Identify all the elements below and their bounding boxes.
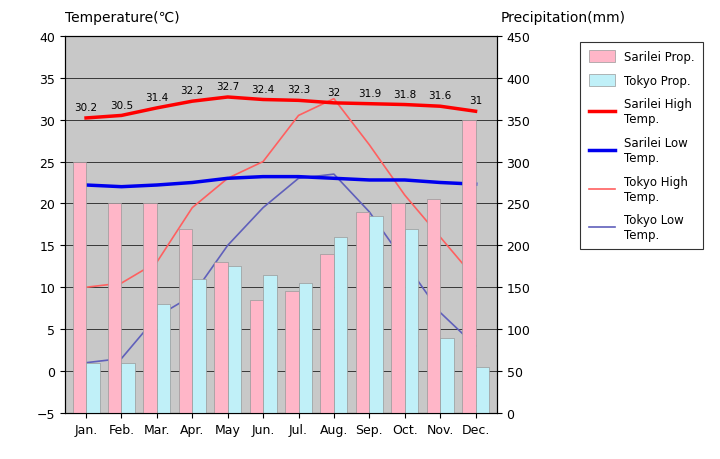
Sarilei High
Temp.	[365, 102, 374, 107]
Tokyo High
Temp.	[82, 285, 91, 291]
Sarilei High
Temp.	[153, 106, 161, 112]
Tokyo High
Temp.	[330, 97, 338, 102]
Tokyo Low
Temp.	[258, 206, 267, 211]
Bar	[334, 237, 347, 413]
Bar	[475, 367, 489, 413]
Text: 31.6: 31.6	[428, 91, 451, 101]
Bar	[250, 300, 263, 413]
Text: Temperature(℃): Temperature(℃)	[65, 11, 179, 25]
Text: 32: 32	[328, 88, 341, 98]
Bar	[462, 120, 475, 413]
Tokyo Low
Temp.	[153, 314, 161, 319]
Sarilei Low
Temp.	[117, 185, 126, 190]
Tokyo High
Temp.	[117, 281, 126, 286]
Bar	[263, 275, 276, 413]
Tokyo High
Temp.	[188, 206, 197, 211]
Sarilei Low
Temp.	[188, 180, 197, 186]
Sarilei Low
Temp.	[400, 178, 409, 183]
Text: 30.2: 30.2	[74, 103, 98, 113]
Bar	[108, 204, 122, 413]
Bar	[391, 204, 405, 413]
Bar	[356, 213, 369, 413]
Text: 31.9: 31.9	[358, 89, 381, 99]
Sarilei Low
Temp.	[153, 183, 161, 188]
Tokyo High
Temp.	[294, 113, 303, 119]
Bar	[405, 229, 418, 413]
Text: 31.8: 31.8	[393, 90, 416, 100]
Bar	[143, 204, 157, 413]
Sarilei High
Temp.	[223, 95, 232, 101]
Sarilei High
Temp.	[188, 99, 197, 105]
Sarilei Low
Temp.	[223, 176, 232, 182]
Text: 31.4: 31.4	[145, 93, 168, 103]
Bar	[215, 263, 228, 413]
Tokyo Low
Temp.	[400, 260, 409, 265]
Text: Precipitation(mm): Precipitation(mm)	[500, 11, 626, 25]
Bar	[320, 254, 334, 413]
Sarilei High
Temp.	[294, 98, 303, 104]
Bar	[122, 363, 135, 413]
Tokyo High
Temp.	[223, 176, 232, 182]
Tokyo Low
Temp.	[471, 343, 480, 349]
Bar	[157, 304, 171, 413]
Line: Sarilei High
Temp.: Sarilei High Temp.	[86, 98, 475, 119]
Bar	[369, 217, 383, 413]
Tokyo Low
Temp.	[82, 360, 91, 366]
Bar	[285, 292, 299, 413]
Tokyo Low
Temp.	[330, 172, 338, 178]
Bar	[179, 229, 192, 413]
Tokyo High
Temp.	[436, 235, 444, 240]
Line: Sarilei Low
Temp.: Sarilei Low Temp.	[86, 177, 475, 187]
Sarilei Low
Temp.	[330, 176, 338, 182]
Sarilei High
Temp.	[330, 101, 338, 106]
Sarilei Low
Temp.	[471, 182, 480, 188]
Tokyo Low
Temp.	[223, 243, 232, 249]
Sarilei Low
Temp.	[436, 180, 444, 186]
Sarilei Low
Temp.	[294, 174, 303, 180]
Text: 30.5: 30.5	[110, 101, 133, 110]
Sarilei Low
Temp.	[258, 174, 267, 180]
Sarilei High
Temp.	[400, 102, 409, 108]
Tokyo High
Temp.	[471, 276, 480, 282]
Legend: Sarilei Prop., Tokyo Prop., Sarilei High
Temp., Sarilei Low
Temp., Tokyo High
Te: Sarilei Prop., Tokyo Prop., Sarilei High…	[580, 43, 703, 250]
Tokyo Low
Temp.	[294, 176, 303, 182]
Sarilei High
Temp.	[471, 109, 480, 115]
Tokyo High
Temp.	[153, 260, 161, 265]
Tokyo Low
Temp.	[365, 210, 374, 215]
Sarilei Low
Temp.	[82, 183, 91, 188]
Bar	[192, 279, 206, 413]
Tokyo Low
Temp.	[436, 310, 444, 315]
Bar	[73, 162, 86, 413]
Tokyo Low
Temp.	[188, 293, 197, 299]
Tokyo High
Temp.	[400, 193, 409, 198]
Tokyo Low
Temp.	[117, 356, 126, 362]
Bar	[440, 338, 454, 413]
Bar	[427, 200, 440, 413]
Sarilei High
Temp.	[82, 116, 91, 122]
Line: Tokyo Low
Temp.: Tokyo Low Temp.	[86, 175, 475, 363]
Bar	[86, 363, 99, 413]
Text: 32.4: 32.4	[251, 84, 275, 95]
Bar	[299, 284, 312, 413]
Sarilei High
Temp.	[436, 104, 444, 110]
Sarilei High
Temp.	[117, 113, 126, 119]
Tokyo High
Temp.	[365, 143, 374, 148]
Text: 32.2: 32.2	[181, 86, 204, 96]
Text: 32.7: 32.7	[216, 82, 239, 92]
Text: 32.3: 32.3	[287, 85, 310, 95]
Bar	[228, 267, 241, 413]
Sarilei High
Temp.	[258, 97, 267, 103]
Text: 31: 31	[469, 96, 482, 106]
Tokyo High
Temp.	[258, 159, 267, 165]
Line: Tokyo High
Temp.: Tokyo High Temp.	[86, 100, 475, 288]
Sarilei Low
Temp.	[365, 178, 374, 183]
